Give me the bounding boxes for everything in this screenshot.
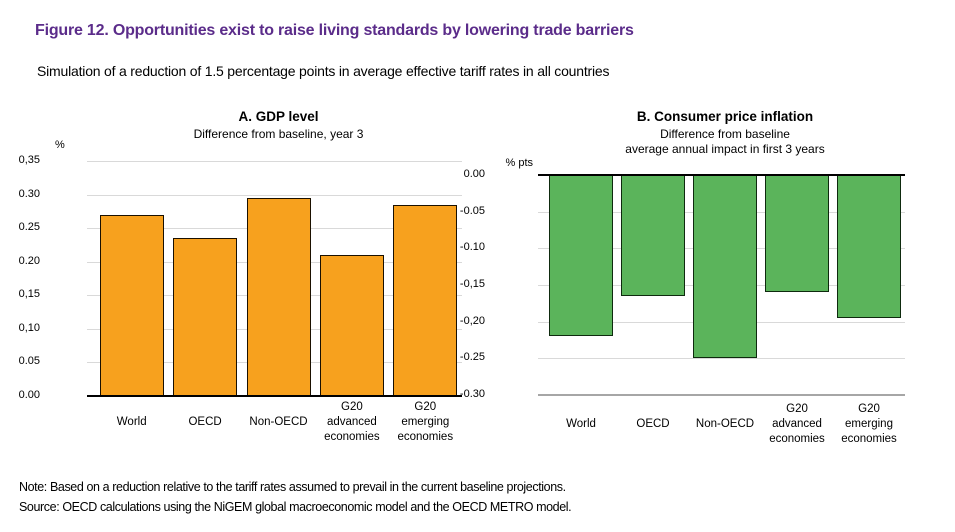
bar-oecd (173, 238, 238, 396)
bar-non-oecd (693, 175, 757, 359)
bar-world (549, 175, 613, 337)
x-label-g20-advanced-economies: G20 advanced economies (324, 401, 380, 443)
figure-source: Source: OECD calculations using the NiGE… (19, 500, 572, 514)
x-label-g20-emerging-economies: G20 emerging economies (841, 403, 897, 445)
x-label-g20-emerging-economies: G20 emerging economies (397, 401, 454, 443)
figure-note: Note: Based on a reduction relative to t… (19, 480, 566, 494)
x-label-world: World (116, 416, 147, 428)
x-label-oecd: OECD (636, 418, 670, 430)
gridline (87, 161, 462, 162)
y-tick-label: -0.10 (459, 241, 485, 254)
chart-b-subtitle: Difference from baseline average annual … (625, 127, 825, 156)
x-label-oecd: OECD (188, 416, 222, 428)
x-label-g20-advanced-economies: G20 advanced economies (769, 403, 825, 445)
chart-b-plot-area: 0.00 -0.05 -0.10 -0,15 -0,20 -0.25 -0.30 World O… (460, 168, 905, 445)
figure-subtitle: Simulation of a reduction of 1.5 percent… (37, 63, 610, 79)
bar-g20-advanced-economies (765, 175, 829, 293)
bar-g20-emerging-economies (393, 204, 458, 396)
y-tick-label: 0.00 (18, 389, 40, 401)
gridline (87, 194, 462, 196)
y-tick-label: 0,35 (18, 154, 40, 166)
chart-a-unit-label: % (55, 139, 65, 151)
bar-non-oecd (246, 197, 311, 396)
y-tick-label: 0.25 (18, 221, 40, 234)
x-label-non-oecd: Non-OECD (695, 418, 755, 430)
zero-axis-line (87, 395, 462, 397)
zero-axis-line (538, 174, 905, 176)
bar-g20-advanced-economies (319, 255, 384, 396)
y-tick-label: -0.05 (459, 204, 485, 217)
y-tick-label: -0,20 (459, 314, 485, 327)
y-tick-label: 0.30 (18, 187, 40, 200)
x-label-non-oecd: Non-OECD (249, 416, 308, 428)
bar-world (99, 214, 164, 396)
y-tick-label: 0.00 (463, 168, 485, 180)
y-tick-label: -0.25 (459, 351, 485, 364)
chart-a-subtitle: Difference from baseline, year 3 (193, 127, 364, 141)
y-tick-label: 0.05 (18, 355, 40, 368)
y-tick-label: 0,15 (18, 288, 40, 301)
y-tick-label: 0,10 (18, 321, 40, 334)
figure-title: Figure 12. Opportunities exist to raise … (35, 22, 634, 39)
x-label-world: World (566, 418, 596, 430)
y-tick-label: -0.30 (459, 388, 485, 400)
bottom-axis-line (538, 394, 905, 396)
gridline (538, 358, 905, 360)
chart-a-plot-area: 0,35 0.30 0.25 0.20 0,15 0,10 0.05 0.00 World OEC… (19, 154, 462, 443)
chart-b-unit-label: % pts (505, 157, 533, 169)
chart-a-title: A. GDP level (238, 109, 319, 124)
y-tick-label: 0.20 (18, 254, 40, 267)
chart-b-title: B. Consumer price inflation (636, 109, 814, 124)
bar-g20-emerging-economies (837, 175, 901, 318)
bar-oecd (621, 175, 685, 296)
y-tick-label: -0,15 (459, 278, 485, 290)
